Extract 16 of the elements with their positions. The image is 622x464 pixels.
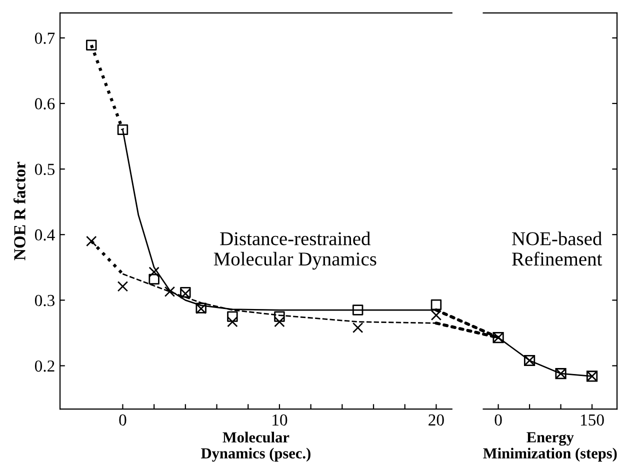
x-tick-label: 20	[428, 414, 444, 426]
annotation: NOE-based Refinement	[512, 232, 602, 266]
y-tick-label: 0.3	[34, 294, 55, 306]
y-tick-label: 0.5	[34, 164, 55, 176]
y-axis-title: NOE R factor	[13, 162, 26, 260]
y-tick-label: 0.2	[34, 360, 54, 372]
x-tick-label: 150	[580, 414, 604, 426]
x-axis-title: Energy Minimization (steps)	[483, 432, 617, 462]
y-tick-label: 0.4	[34, 229, 55, 241]
annotation: Distance-restrained Molecular Dynamics	[214, 232, 376, 270]
x-axis-title: Molecular Dynamics (psec.)	[201, 432, 310, 462]
x-tick-label: 10	[272, 414, 288, 426]
x-tick-label: 0	[119, 414, 126, 426]
x-tick-label: 0	[494, 414, 502, 426]
y-tick-label: 0.6	[34, 98, 55, 110]
y-tick-label: 0.7	[34, 32, 55, 44]
